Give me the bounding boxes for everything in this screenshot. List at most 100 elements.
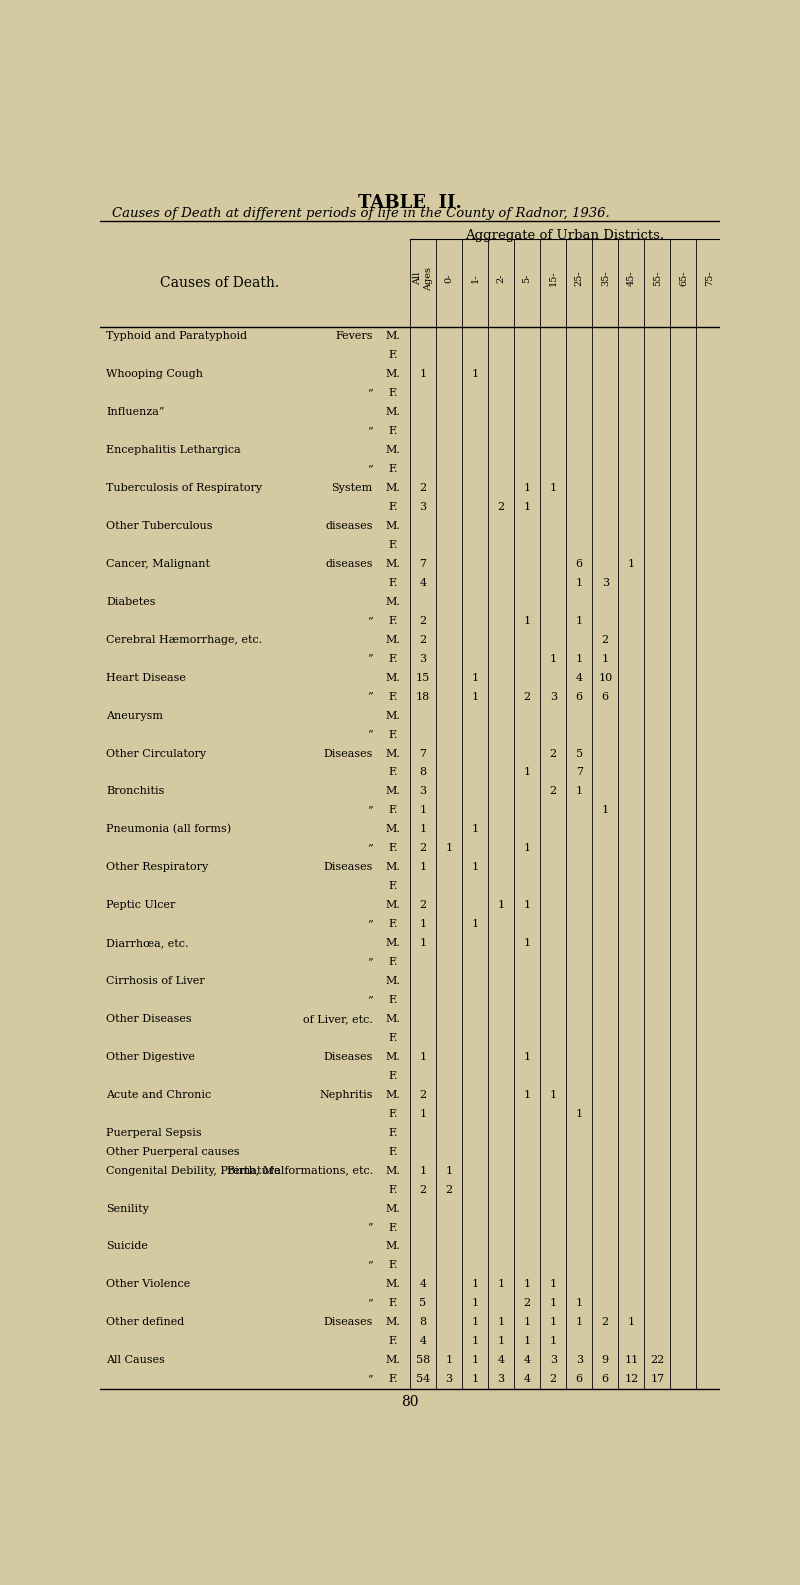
Text: 1: 1 (419, 369, 426, 379)
Text: 1: 1 (524, 1336, 530, 1346)
Text: 1: 1 (524, 617, 530, 626)
Text: 1: 1 (471, 919, 478, 929)
Text: 1-: 1- (470, 274, 479, 284)
Text: 1: 1 (524, 843, 530, 853)
Text: 1: 1 (576, 579, 583, 588)
Text: Pneumonia (all forms): Pneumonia (all forms) (106, 824, 231, 834)
Text: of Liver, etc.: of Liver, etc. (303, 1014, 373, 1024)
Text: M.: M. (386, 331, 400, 341)
Text: F.: F. (388, 1184, 398, 1195)
Text: 1: 1 (446, 1165, 453, 1176)
Text: 0-: 0- (445, 274, 454, 284)
Text: 4: 4 (419, 1279, 426, 1290)
Text: Whooping Cough: Whooping Cough (106, 369, 203, 379)
Text: diseases: diseases (326, 521, 373, 531)
Text: 80: 80 (402, 1395, 418, 1409)
Text: 1: 1 (628, 1317, 635, 1327)
Text: F.: F. (388, 1222, 398, 1233)
Text: 15: 15 (416, 672, 430, 683)
Text: 1: 1 (524, 1052, 530, 1062)
Text: Aggregate of Urban Districts.: Aggregate of Urban Districts. (466, 230, 665, 243)
Text: 4: 4 (419, 1336, 426, 1346)
Text: 2: 2 (419, 1184, 426, 1195)
Text: 2: 2 (524, 691, 530, 702)
Text: 5: 5 (576, 748, 583, 759)
Text: ”: ” (367, 388, 373, 398)
Text: ”: ” (367, 1260, 373, 1271)
Text: Suicide: Suicide (106, 1241, 148, 1252)
Text: 2: 2 (602, 1317, 609, 1327)
Text: 3: 3 (419, 653, 426, 664)
Text: 3: 3 (498, 1374, 505, 1384)
Text: Diseases: Diseases (323, 748, 373, 759)
Text: F.: F. (388, 1110, 398, 1119)
Text: 4: 4 (576, 672, 583, 683)
Text: Aneurysm: Aneurysm (106, 710, 163, 721)
Text: F.: F. (388, 767, 398, 778)
Text: 8: 8 (419, 1317, 426, 1327)
Text: Tuberculosis of Respiratory: Tuberculosis of Respiratory (106, 483, 262, 493)
Text: F.: F. (388, 843, 398, 853)
Text: 1: 1 (550, 1317, 557, 1327)
Text: 2: 2 (419, 617, 426, 626)
Text: All
Ages: All Ages (414, 266, 433, 290)
Text: ”: ” (367, 617, 373, 626)
Text: 1: 1 (524, 938, 530, 948)
Text: 9: 9 (602, 1355, 609, 1365)
Text: 1: 1 (419, 938, 426, 948)
Text: 6: 6 (602, 691, 609, 702)
Text: Birth, Malformations, etc.: Birth, Malformations, etc. (226, 1165, 373, 1176)
Text: M.: M. (386, 483, 400, 493)
Text: 1: 1 (524, 483, 530, 493)
Text: 1: 1 (471, 691, 478, 702)
Text: 15-: 15- (549, 271, 558, 287)
Text: 4: 4 (419, 579, 426, 588)
Text: Peptic Ulcer: Peptic Ulcer (106, 900, 175, 910)
Text: 4: 4 (524, 1355, 530, 1365)
Text: 1: 1 (419, 805, 426, 815)
Text: 1: 1 (524, 1279, 530, 1290)
Text: Fevers: Fevers (335, 331, 373, 341)
Text: 2: 2 (498, 502, 505, 512)
Text: M.: M. (386, 1355, 400, 1365)
Text: Other Puerperal causes: Other Puerperal causes (106, 1146, 240, 1157)
Text: 1: 1 (524, 502, 530, 512)
Text: 1: 1 (419, 1110, 426, 1119)
Text: 1: 1 (419, 919, 426, 929)
Text: Other Respiratory: Other Respiratory (106, 862, 209, 872)
Text: Senility: Senility (106, 1203, 149, 1214)
Text: 1: 1 (550, 653, 557, 664)
Text: 1: 1 (550, 1298, 557, 1308)
Text: ”: ” (367, 919, 373, 929)
Text: 4: 4 (498, 1355, 505, 1365)
Text: 1: 1 (419, 824, 426, 834)
Text: M.: M. (386, 900, 400, 910)
Text: ”: ” (367, 1374, 373, 1384)
Text: 12: 12 (624, 1374, 638, 1384)
Text: 1: 1 (550, 483, 557, 493)
Text: M.: M. (386, 1203, 400, 1214)
Text: 3: 3 (419, 786, 426, 796)
Text: M.: M. (386, 407, 400, 417)
Text: 1: 1 (498, 1279, 505, 1290)
Text: 1: 1 (419, 1165, 426, 1176)
Text: Other Circulatory: Other Circulatory (106, 748, 206, 759)
Text: 2-: 2- (497, 274, 506, 284)
Text: 1: 1 (471, 862, 478, 872)
Text: 2: 2 (550, 748, 557, 759)
Text: ”: ” (367, 957, 373, 967)
Text: 1: 1 (471, 369, 478, 379)
Text: Heart Disease: Heart Disease (106, 672, 186, 683)
Text: 1: 1 (471, 1279, 478, 1290)
Text: 1: 1 (446, 1355, 453, 1365)
Text: Influenza”: Influenza” (106, 407, 165, 417)
Text: F.: F. (388, 691, 398, 702)
Text: 1: 1 (498, 900, 505, 910)
Text: ”: ” (367, 995, 373, 1005)
Text: 6: 6 (576, 560, 583, 569)
Text: 4: 4 (524, 1374, 530, 1384)
Text: 7: 7 (576, 767, 582, 778)
Text: 10: 10 (598, 672, 613, 683)
Text: M.: M. (386, 1090, 400, 1100)
Text: Other Violence: Other Violence (106, 1279, 190, 1290)
